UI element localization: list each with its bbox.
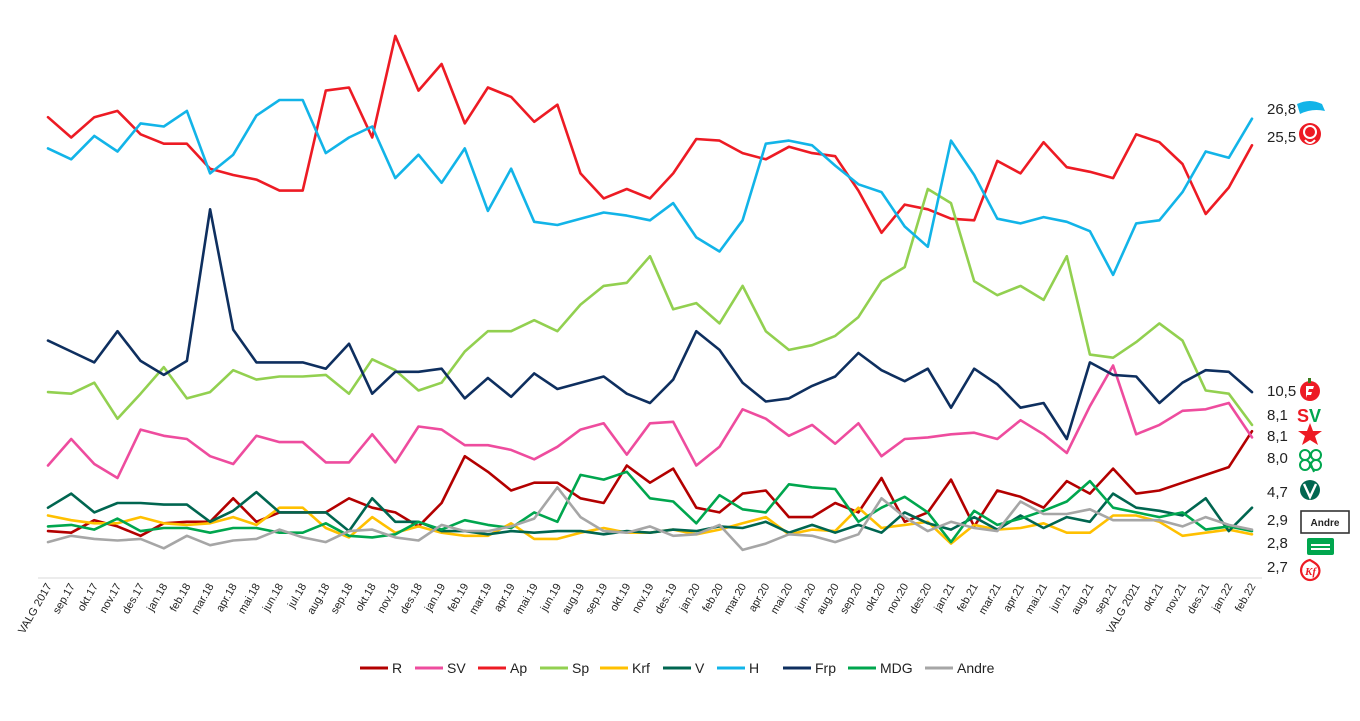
x-tick-label: des.17 bbox=[120, 582, 147, 617]
sp-clover-icon bbox=[1299, 449, 1322, 473]
series-line-frp bbox=[46, 208, 1254, 441]
x-tick-labels: VALG 2017sep.17okt.17nov.17des.17jan.18f… bbox=[16, 581, 1258, 636]
legend-label: SV bbox=[447, 660, 466, 676]
end-value-label: 10,5 bbox=[1267, 383, 1296, 400]
legend-item-andre: Andre bbox=[925, 660, 995, 676]
legend-item-h: H bbox=[717, 660, 759, 676]
series-line-sv bbox=[46, 364, 1254, 480]
legend-item-r: R bbox=[360, 660, 402, 676]
legend-label: Andre bbox=[957, 660, 995, 676]
x-tick-label: des.19 bbox=[653, 582, 680, 617]
legend-label: Krf bbox=[632, 660, 650, 676]
legend-item-v: V bbox=[663, 660, 705, 676]
series-line-andre bbox=[46, 486, 1254, 552]
legend-label: MDG bbox=[880, 660, 913, 676]
legend-item-sp: Sp bbox=[540, 660, 589, 676]
x-tick-label: jan.19 bbox=[422, 582, 448, 615]
x-tick-label: sep.20 bbox=[838, 582, 865, 617]
x-tick-label: mai.20 bbox=[769, 582, 796, 617]
x-tick-label: des.18 bbox=[398, 582, 425, 617]
x-tick-label: jan.21 bbox=[932, 582, 958, 615]
legend-item-krf: Krf bbox=[600, 660, 650, 676]
x-tick-label: aug.20 bbox=[815, 582, 842, 617]
svg-text:V: V bbox=[1309, 406, 1321, 426]
x-tick-label: jan.20 bbox=[677, 582, 703, 615]
v-logo-icon bbox=[1300, 480, 1320, 500]
series-line-v bbox=[46, 490, 1254, 536]
x-tick-label: mai.19 bbox=[514, 582, 541, 617]
x-tick-label: aug.18 bbox=[305, 582, 332, 617]
andre-box-icon: Andre bbox=[1300, 510, 1350, 534]
frp-logo-icon bbox=[1300, 378, 1320, 401]
sv-logo-icon: S V bbox=[1297, 406, 1321, 426]
legend-item-frp: Frp bbox=[783, 660, 836, 676]
end-value-label: 8,0 bbox=[1267, 450, 1288, 467]
mdg-logo-icon bbox=[1307, 538, 1334, 555]
x-tick-label: feb.22 bbox=[1233, 582, 1259, 614]
x-tick-label: VALG 2017 bbox=[16, 582, 54, 637]
end-value-label: 2,8 bbox=[1267, 535, 1288, 552]
legend-label: Frp bbox=[815, 660, 836, 676]
x-tick-label: des.21 bbox=[1185, 582, 1212, 617]
x-tick-label: jul.18 bbox=[285, 582, 309, 612]
end-value-label: 4,7 bbox=[1267, 484, 1288, 501]
x-tick-label: jan.22 bbox=[1210, 582, 1236, 615]
series-line-ap bbox=[46, 34, 1254, 235]
x-tick-label: aug.21 bbox=[1069, 582, 1096, 617]
legend-label: V bbox=[695, 660, 705, 676]
x-tick-label: mar.21 bbox=[977, 581, 1004, 616]
krf-logo-icon: Kf bbox=[1300, 558, 1321, 582]
x-tick-label: mai.18 bbox=[236, 582, 263, 617]
x-tick-label: aug.19 bbox=[560, 582, 587, 617]
x-tick-label: sep.19 bbox=[583, 582, 610, 617]
end-value-label: 26,8 bbox=[1267, 101, 1296, 118]
end-value-label: 8,1 bbox=[1267, 428, 1288, 445]
end-labels: 26,8 25,5 10,5 8,1 8,1 8,0 4,7 2,9 2,8 2,7 bbox=[1267, 101, 1296, 576]
series-line-r bbox=[46, 429, 1254, 538]
x-tick-label: jan.18 bbox=[144, 582, 170, 615]
series-line-h bbox=[46, 98, 1254, 277]
legend-label: Ap bbox=[510, 660, 527, 676]
legend-label: H bbox=[749, 660, 759, 676]
series-line-sp bbox=[46, 187, 1254, 427]
legend-item-sv: SV bbox=[415, 660, 466, 676]
legend: R SV Ap Sp Krf V H Frp MDG Andre bbox=[360, 660, 995, 676]
series-layer bbox=[46, 34, 1254, 552]
end-value-label: 25,5 bbox=[1267, 129, 1296, 146]
end-value-label: 8,1 bbox=[1267, 407, 1288, 424]
x-tick-label: mai.21 bbox=[1023, 582, 1050, 617]
x-tick-label: mar.18 bbox=[189, 582, 216, 617]
x-tick-label: jun.18 bbox=[260, 582, 286, 615]
x-tick-label: mar.20 bbox=[722, 582, 749, 617]
x-tick-label: des.20 bbox=[908, 582, 935, 617]
legend-item-mdg: MDG bbox=[848, 660, 913, 676]
x-tick-label: mar.19 bbox=[467, 582, 494, 617]
svg-text:S: S bbox=[1297, 406, 1309, 426]
legend-label: Sp bbox=[572, 660, 589, 676]
x-tick-label: sep.18 bbox=[329, 582, 356, 617]
party-icons: S V Andre Kf bbox=[1297, 101, 1350, 582]
r-star-icon bbox=[1298, 423, 1322, 445]
end-value-label: 2,7 bbox=[1267, 559, 1288, 576]
ap-rose-icon bbox=[1299, 123, 1321, 145]
legend-label: R bbox=[392, 660, 402, 676]
andre-box-label: Andre bbox=[1311, 518, 1340, 529]
series-line-mdg bbox=[46, 470, 1254, 544]
end-value-label: 2,9 bbox=[1267, 512, 1288, 529]
h-logo-icon bbox=[1297, 101, 1325, 114]
x-tick-label: sep.17 bbox=[51, 582, 78, 617]
legend-item-ap: Ap bbox=[478, 660, 527, 676]
svg-text:Kf: Kf bbox=[1304, 566, 1317, 578]
